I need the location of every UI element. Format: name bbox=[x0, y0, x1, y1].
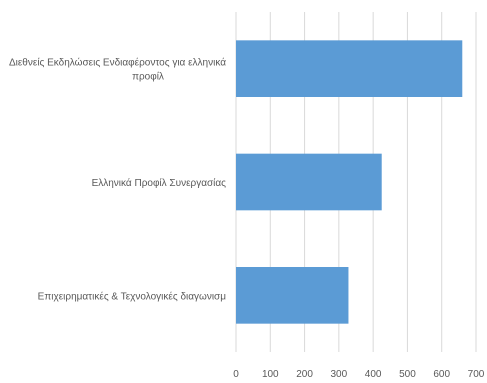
bars bbox=[236, 40, 463, 324]
category-label: Διεθνείς Εκδηλώσεις Ενδιαφέροντος για ελ… bbox=[9, 57, 226, 69]
bar-1 bbox=[236, 153, 382, 211]
x-tick-label: 0 bbox=[233, 369, 239, 380]
category-label: Ελληνικά Προφίλ Συνεργασίας bbox=[92, 177, 227, 189]
category-label: Επιχειρηματικές & Τεχνολογικές διαγωνισμ bbox=[38, 290, 227, 302]
x-tick-labels: 0 100 200 300 400 500 600 700 bbox=[233, 369, 485, 380]
category-label: προφίλ bbox=[132, 71, 164, 83]
category-labels: Διεθνείς Εκδηλώσεις Ενδιαφέροντος για ελ… bbox=[9, 57, 226, 303]
bar-2 bbox=[236, 267, 349, 324]
x-tick-label: 200 bbox=[296, 369, 313, 380]
x-tick-label: 500 bbox=[399, 369, 416, 380]
x-tick-label: 700 bbox=[468, 369, 485, 380]
x-tick-label: 300 bbox=[331, 369, 348, 380]
x-tick-label: 400 bbox=[365, 369, 382, 380]
bar-0 bbox=[236, 40, 463, 97]
x-tick-label: 600 bbox=[433, 369, 450, 380]
x-tick-label: 100 bbox=[262, 369, 279, 380]
